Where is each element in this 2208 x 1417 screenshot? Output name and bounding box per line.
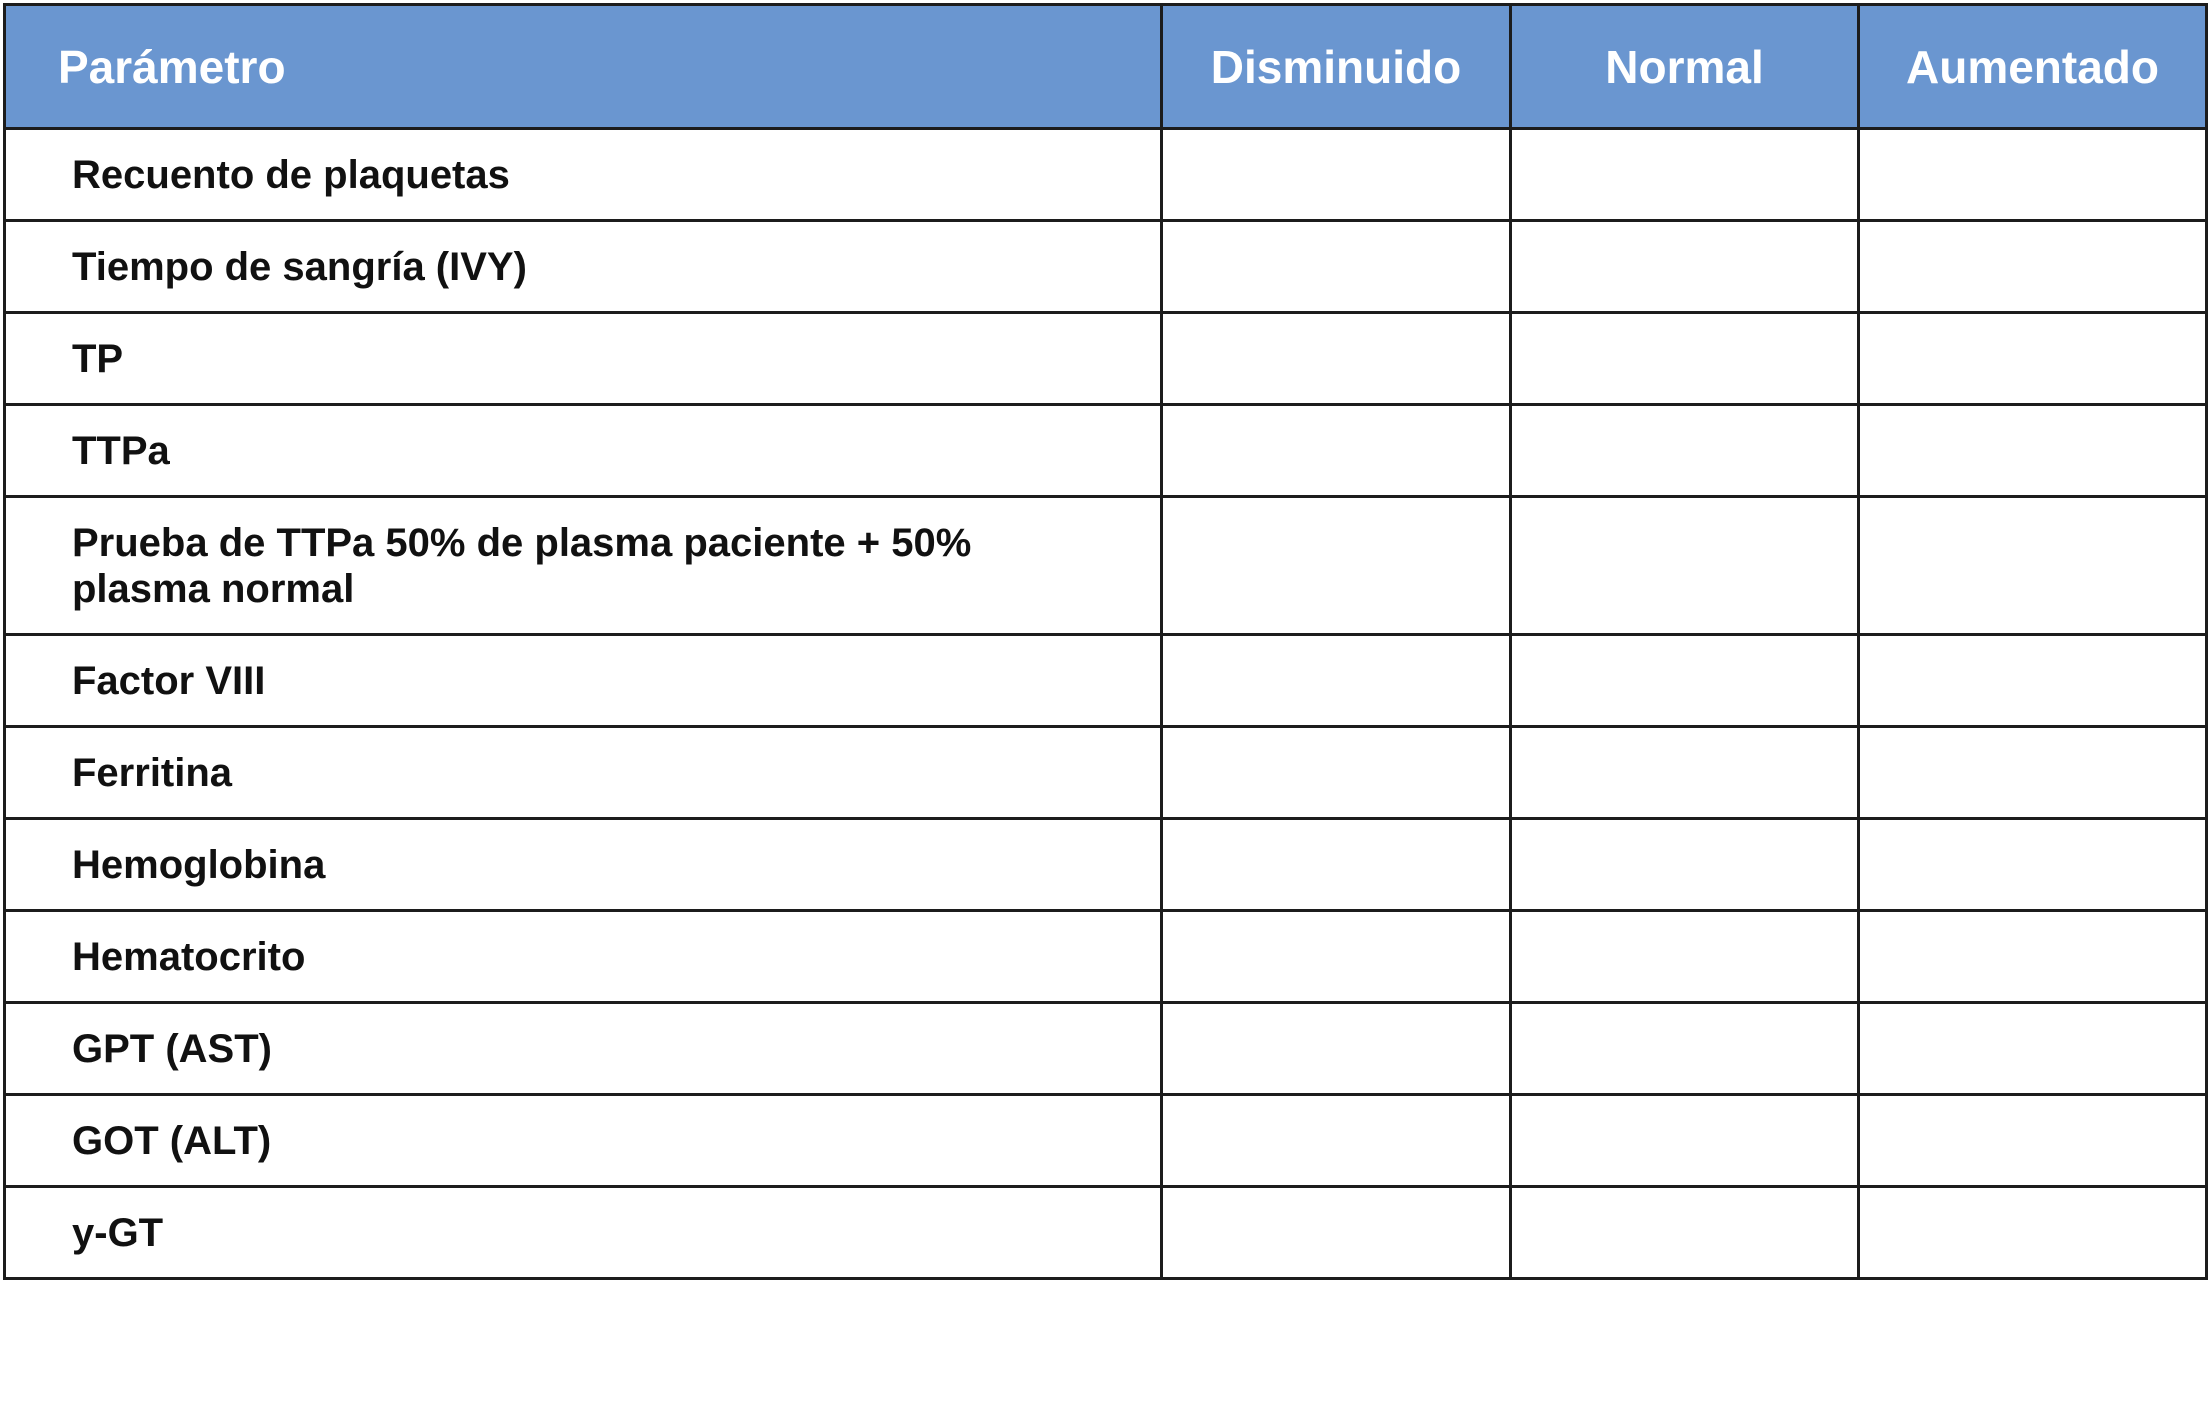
parameter-cell: Factor VIII <box>3 633 1163 728</box>
parameter-cell: Tiempo de sangría (IVY) <box>3 219 1163 314</box>
increased-cell[interactable] <box>1857 495 2208 636</box>
header-increased: Aumentado <box>1857 3 2208 130</box>
parameter-cell: Hemoglobina <box>3 817 1163 912</box>
table-row: GOT (ALT) <box>3 1093 2208 1188</box>
table-row: TTPa <box>3 403 2208 498</box>
table-row: Factor VIII <box>3 633 2208 728</box>
increased-cell[interactable] <box>1857 909 2208 1004</box>
increased-cell[interactable] <box>1857 311 2208 406</box>
increased-cell[interactable] <box>1857 1001 2208 1096</box>
decreased-cell[interactable] <box>1160 495 1512 636</box>
header-parameter: Parámetro <box>3 3 1163 130</box>
table-row: GPT (AST) <box>3 1001 2208 1096</box>
normal-cell[interactable] <box>1509 1001 1860 1096</box>
normal-cell[interactable] <box>1509 817 1860 912</box>
table-row: Ferritina <box>3 725 2208 820</box>
normal-cell[interactable] <box>1509 1185 1860 1280</box>
parameter-cell: TP <box>3 311 1163 406</box>
header-decreased: Disminuido <box>1160 3 1512 130</box>
decreased-cell[interactable] <box>1160 219 1512 314</box>
increased-cell[interactable] <box>1857 1093 2208 1188</box>
parameter-cell: Prueba de TTPa 50% de plasma paciente + … <box>3 495 1163 636</box>
decreased-cell[interactable] <box>1160 311 1512 406</box>
table-row: Tiempo de sangría (IVY) <box>3 219 2208 314</box>
increased-cell[interactable] <box>1857 219 2208 314</box>
table-row: TP <box>3 311 2208 406</box>
decreased-cell[interactable] <box>1160 127 1512 222</box>
header-normal: Normal <box>1509 3 1860 130</box>
table-row: y-GT <box>3 1185 2208 1280</box>
normal-cell[interactable] <box>1509 633 1860 728</box>
normal-cell[interactable] <box>1509 219 1860 314</box>
decreased-cell[interactable] <box>1160 725 1512 820</box>
table-header-row: Parámetro Disminuido Normal Aumentado <box>3 3 2208 130</box>
increased-cell[interactable] <box>1857 725 2208 820</box>
decreased-cell[interactable] <box>1160 909 1512 1004</box>
normal-cell[interactable] <box>1509 909 1860 1004</box>
normal-cell[interactable] <box>1509 725 1860 820</box>
decreased-cell[interactable] <box>1160 403 1512 498</box>
normal-cell[interactable] <box>1509 403 1860 498</box>
increased-cell[interactable] <box>1857 403 2208 498</box>
parameter-cell: Ferritina <box>3 725 1163 820</box>
increased-cell[interactable] <box>1857 817 2208 912</box>
increased-cell[interactable] <box>1857 127 2208 222</box>
parameter-cell: Hematocrito <box>3 909 1163 1004</box>
decreased-cell[interactable] <box>1160 1093 1512 1188</box>
table-row: Prueba de TTPa 50% de plasma paciente + … <box>3 495 2208 636</box>
normal-cell[interactable] <box>1509 311 1860 406</box>
table-row: Hematocrito <box>3 909 2208 1004</box>
normal-cell[interactable] <box>1509 495 1860 636</box>
parameter-cell: y-GT <box>3 1185 1163 1280</box>
normal-cell[interactable] <box>1509 127 1860 222</box>
decreased-cell[interactable] <box>1160 817 1512 912</box>
parameter-cell: Recuento de plaquetas <box>3 127 1163 222</box>
decreased-cell[interactable] <box>1160 1185 1512 1280</box>
table-row: Hemoglobina <box>3 817 2208 912</box>
table-row: Recuento de plaquetas <box>3 127 2208 222</box>
decreased-cell[interactable] <box>1160 633 1512 728</box>
decreased-cell[interactable] <box>1160 1001 1512 1096</box>
parameter-cell: TTPa <box>3 403 1163 498</box>
parameters-table: Parámetro Disminuido Normal Aumentado Re… <box>3 3 2208 1280</box>
parameter-cell: GOT (ALT) <box>3 1093 1163 1188</box>
parameter-cell: GPT (AST) <box>3 1001 1163 1096</box>
increased-cell[interactable] <box>1857 1185 2208 1280</box>
normal-cell[interactable] <box>1509 1093 1860 1188</box>
increased-cell[interactable] <box>1857 633 2208 728</box>
